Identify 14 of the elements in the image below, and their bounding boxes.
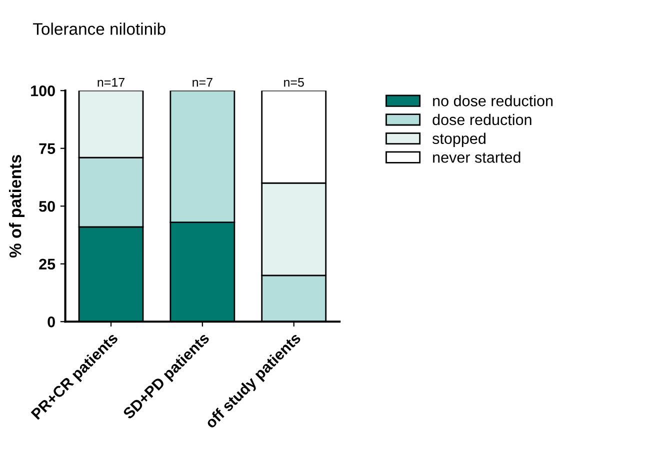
annotation: n=7 <box>192 78 212 87</box>
chart-title: Tolerance nilotinib <box>33 22 166 35</box>
annotation: n=5 <box>284 78 304 87</box>
y-tick-label: 25 <box>39 258 56 270</box>
y-tick-label: 0 <box>48 316 55 328</box>
y-tick-label: 100 <box>31 85 55 96</box>
legend-label: stopped <box>432 132 486 147</box>
legend-label: no dose reduction <box>433 95 553 106</box>
legend-label: dose reduction <box>432 114 532 126</box>
annotation: n=17 <box>98 78 124 87</box>
legend-label: never started <box>433 152 520 163</box>
y-tick-label: 50 <box>39 200 55 212</box>
y-tick-label: 75 <box>39 143 56 154</box>
y-axis-title: % of patients <box>9 154 25 258</box>
